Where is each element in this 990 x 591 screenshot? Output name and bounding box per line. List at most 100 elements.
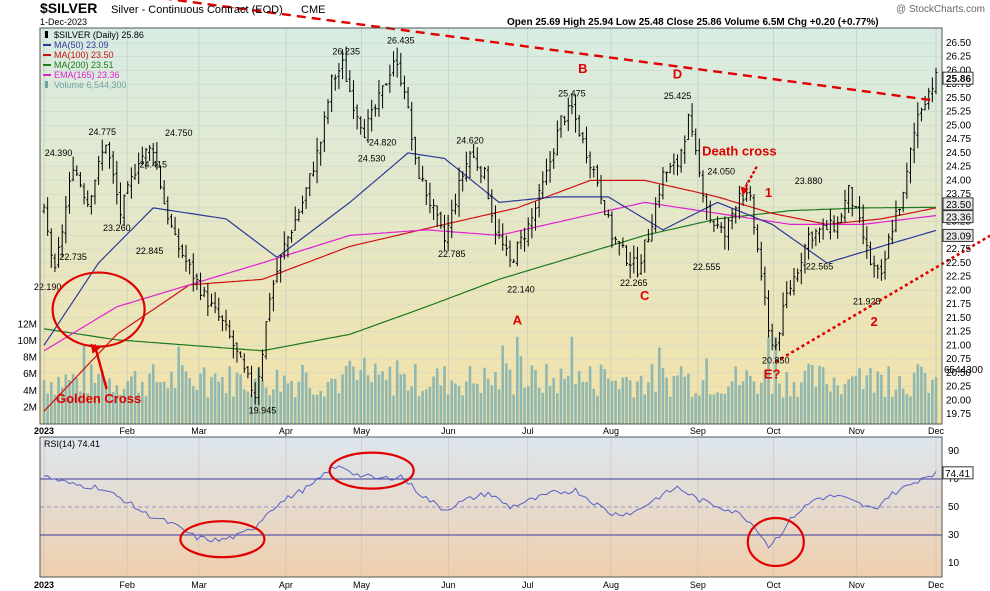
volume-bar <box>166 388 170 424</box>
price-tick-label: 25.25 <box>946 107 971 118</box>
volume-bar <box>923 372 927 424</box>
x-tick-label-rsi: Feb <box>119 580 135 590</box>
price-value-labels: 22.190 24.390 22.735 24.775 23.260 24.415 22.8… <box>34 36 881 416</box>
price-value-label: 22.190 <box>34 282 62 292</box>
volume-bar <box>275 369 279 424</box>
volume-bar <box>312 394 315 424</box>
x-tick-label: May <box>353 426 371 436</box>
volume-bar <box>494 371 497 424</box>
volume-bar <box>159 382 162 424</box>
right-marker-box <box>942 71 974 85</box>
volume-bar <box>541 392 545 424</box>
x-tick-label: Feb <box>119 426 135 436</box>
volume-bar <box>847 379 850 424</box>
volume-bar <box>93 382 97 424</box>
price-value-label: 22.845 <box>136 246 164 256</box>
volume-bar <box>46 393 49 424</box>
volume-bar <box>592 388 596 424</box>
rsi-tick-label: 30 <box>948 530 960 541</box>
volume-tick-label: 4M <box>23 386 37 397</box>
volume-bar <box>516 336 519 424</box>
right-marker-label: 23.09 <box>946 231 971 242</box>
price-bars <box>42 46 938 406</box>
volume-bar <box>64 374 68 424</box>
volume-bar <box>323 396 326 424</box>
annotation-b: B <box>578 61 587 76</box>
volume-bar <box>552 378 556 424</box>
volume-bar <box>235 372 239 424</box>
legend-item: Volume 6,544,300 <box>54 80 127 90</box>
volume-bar <box>221 376 224 424</box>
volume-bar <box>315 394 319 424</box>
volume-bar <box>443 366 446 424</box>
volume-bar <box>530 365 534 424</box>
volume-bar <box>596 395 599 424</box>
volume-bar <box>439 385 443 424</box>
price-tick-label: 21.75 <box>946 299 971 310</box>
annotation-1: 1 <box>765 185 772 200</box>
x-tick-label-rsi: Nov <box>849 580 866 590</box>
x-tick-label: 2023 <box>34 426 54 436</box>
volume-bar <box>545 363 548 424</box>
volume-bar <box>432 376 435 424</box>
price-tick-label: 25.50 <box>946 93 971 104</box>
volume-bar <box>486 378 490 424</box>
annotation-golden-cross: Golden Cross <box>56 391 141 406</box>
x-tick-label-rsi: May <box>353 580 371 590</box>
volume-bar <box>905 394 909 424</box>
rsi-last-label: 74.41 <box>945 469 970 480</box>
volume-bar <box>195 389 199 424</box>
volume-bar <box>282 375 286 424</box>
volume-bar <box>526 386 530 424</box>
volume-bar <box>643 394 647 424</box>
volume-bar <box>188 378 191 424</box>
volume-bar <box>414 363 417 424</box>
price-value-label: 25.475 <box>558 88 586 98</box>
price-value-label: 25.425 <box>664 91 692 101</box>
price-value-label: 24.820 <box>369 137 397 147</box>
ma50-line <box>43 152 937 346</box>
volume-bar <box>570 336 574 424</box>
volume-bar <box>424 389 428 424</box>
volume-bar <box>410 386 414 424</box>
annotation-e-: E? <box>764 366 781 381</box>
volume-bar <box>705 358 708 424</box>
volume-bar <box>832 377 836 424</box>
volume-tick-label: 2M <box>23 402 37 413</box>
volume-bar <box>607 378 610 424</box>
volume-bar <box>920 366 923 424</box>
rsi-last-box <box>942 466 974 480</box>
price-value-label: 24.775 <box>88 127 116 137</box>
price-tick-label: 24.00 <box>946 175 971 186</box>
volume-bar <box>337 393 341 424</box>
volume-bar <box>792 381 796 424</box>
price-tick-label: 22.25 <box>946 272 971 283</box>
volume-bar <box>428 386 432 424</box>
volume-bar <box>206 397 210 424</box>
price-value-label: 20.850 <box>762 356 790 366</box>
volume-bar <box>781 397 785 424</box>
moving-averages <box>43 152 937 412</box>
volume-bar <box>727 386 730 424</box>
right-marker-box <box>942 228 974 242</box>
volume-bar <box>901 388 905 424</box>
volume-bar <box>333 379 337 424</box>
price-value-label: 24.620 <box>456 135 484 145</box>
volume-bar <box>465 381 468 424</box>
volume-bar <box>417 396 421 424</box>
volume-bar <box>614 380 617 424</box>
volume-bar <box>789 396 792 424</box>
volume-bar <box>774 336 778 424</box>
x-tick-label: Dec <box>928 426 945 436</box>
price-tick-label: 24.75 <box>946 134 971 145</box>
volume-bar <box>202 367 206 424</box>
annotation-d: D <box>673 67 682 82</box>
annotation-death-cross: Death cross <box>702 144 776 159</box>
price-tick-label: 25.75 <box>946 79 971 90</box>
volume-bar <box>654 391 657 424</box>
volume-bar <box>213 373 217 424</box>
volume-bar <box>341 374 344 424</box>
rsi-highlight-circle <box>328 451 415 490</box>
volume-bar <box>759 382 763 424</box>
